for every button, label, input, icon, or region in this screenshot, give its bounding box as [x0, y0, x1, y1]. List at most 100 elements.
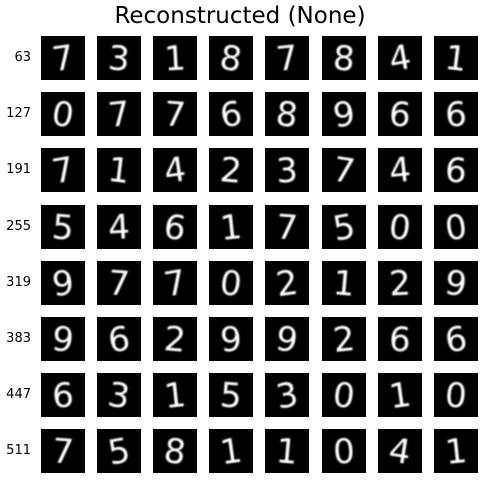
digit-image: 5: [41, 204, 85, 249]
digit-image: 9: [321, 92, 366, 137]
digit-glyph: 5: [219, 375, 243, 416]
row-label: 383: [6, 331, 31, 346]
digit-image: 7: [153, 260, 198, 305]
digit-image: 9: [209, 317, 254, 361]
digit-glyph: 1: [163, 38, 187, 79]
digit-glyph: 4: [162, 150, 189, 192]
digit-image: 0: [433, 204, 478, 249]
digit-image: 6: [377, 92, 422, 137]
figure-title: Reconstructed (None): [114, 3, 366, 29]
digit-glyph: 1: [442, 38, 468, 80]
digit-glyph: 7: [50, 38, 77, 80]
digit-image: 1: [97, 148, 142, 193]
digit-glyph: 8: [217, 38, 245, 80]
row-label: 511: [6, 443, 31, 459]
digit-image: 9: [265, 317, 310, 361]
digit-glyph: 4: [386, 431, 414, 473]
digit-glyph: 0: [330, 375, 356, 417]
digit-image: 1: [209, 204, 254, 249]
digit-image: 6: [153, 204, 198, 249]
digit-image: 7: [97, 92, 142, 137]
digit-glyph: 2: [219, 151, 244, 193]
digit-glyph: 7: [51, 432, 75, 473]
digit-image: 8: [153, 429, 198, 474]
digit-glyph: 6: [217, 94, 245, 137]
digit-glyph: 0: [49, 94, 77, 136]
digit-image: 2: [321, 317, 366, 361]
digit-glyph: 7: [275, 207, 299, 248]
digit-image: 1: [433, 36, 478, 80]
digit-glyph: 1: [331, 263, 356, 305]
digit-image: 7: [41, 148, 85, 193]
digit-glyph: 2: [163, 319, 188, 361]
digit-glyph: 6: [442, 318, 470, 361]
digit-image: 6: [433, 317, 478, 361]
digit-glyph: 6: [387, 319, 411, 360]
digit-image: 3: [97, 373, 142, 418]
digit-glyph: 9: [273, 319, 301, 361]
digit-image: 1: [153, 36, 198, 80]
digit-image: 7: [97, 260, 142, 305]
digit-glyph: 9: [330, 94, 357, 136]
digit-glyph: 6: [161, 206, 189, 248]
digit-image: 0: [321, 429, 366, 474]
digit-image: 8: [209, 36, 254, 80]
digit-glyph: 4: [107, 207, 131, 248]
digit-glyph: 6: [387, 94, 412, 136]
digit-glyph: 9: [50, 263, 76, 305]
digit-glyph: 0: [386, 206, 412, 248]
digit-glyph: 8: [274, 94, 300, 136]
digit-image: 0: [377, 204, 422, 249]
row-label: 63: [14, 50, 31, 65]
digit-glyph: 7: [106, 94, 132, 136]
digit-image: 1: [209, 429, 254, 474]
digit-image: 7: [265, 204, 310, 249]
digit-glyph: 1: [162, 375, 188, 417]
digit-image: 0: [321, 373, 366, 418]
digit-glyph: 2: [274, 262, 301, 304]
digit-image: 5: [97, 429, 142, 474]
digit-image: 3: [265, 373, 310, 418]
digit-glyph: 3: [105, 375, 133, 417]
digit-image: 2: [153, 317, 198, 361]
digit-image: 4: [97, 204, 142, 249]
digit-glyph: 6: [444, 95, 468, 136]
digit-glyph: 5: [50, 207, 75, 249]
digit-image: 4: [377, 148, 422, 193]
digit-image: 6: [433, 92, 478, 137]
digit-image: 5: [321, 204, 366, 249]
digit-image: 4: [153, 148, 198, 193]
digit-glyph: 7: [163, 94, 187, 135]
digit-glyph: 9: [442, 262, 470, 304]
digit-glyph: 7: [49, 150, 77, 193]
digit-glyph: 4: [386, 37, 414, 80]
digit-image: 8: [321, 36, 366, 80]
digit-image: 0: [41, 92, 85, 137]
row-label: 127: [6, 106, 31, 122]
digit-glyph: 5: [330, 206, 358, 249]
digit-image: 0: [433, 373, 478, 418]
digit-glyph: 8: [162, 431, 188, 473]
digit-image: 2: [209, 148, 254, 193]
digit-image: 3: [265, 148, 310, 193]
digit-image: 6: [97, 317, 142, 361]
digit-image: 0: [209, 260, 254, 305]
digit-glyph: 6: [51, 376, 75, 417]
digit-glyph: 0: [332, 432, 356, 473]
digit-glyph: 3: [276, 151, 300, 192]
row-label: 447: [6, 387, 31, 403]
digit-glyph: 2: [388, 263, 412, 304]
digit-glyph: 3: [273, 375, 301, 418]
digit-glyph: 2: [331, 319, 357, 361]
row-label: 255: [6, 218, 31, 234]
digit-glyph: 9: [50, 319, 76, 361]
digit-glyph: 8: [331, 38, 355, 79]
digit-image: 2: [265, 260, 310, 305]
digit-image: 1: [433, 429, 478, 474]
digit-image: 9: [41, 260, 85, 305]
digit-image: 1: [265, 429, 310, 474]
digit-image: 1: [321, 260, 366, 305]
digit-glyph: 7: [275, 38, 301, 80]
digit-glyph: 7: [330, 150, 358, 192]
digit-glyph: 1: [106, 150, 132, 192]
